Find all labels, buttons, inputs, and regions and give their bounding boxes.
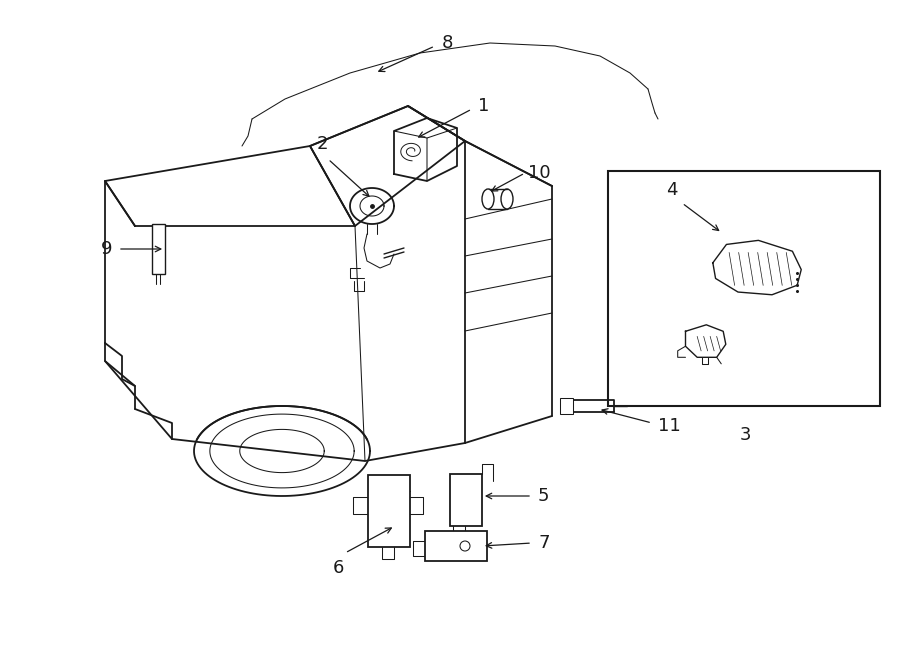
Text: 10: 10: [528, 164, 551, 182]
Bar: [152, 224, 165, 274]
Ellipse shape: [460, 541, 470, 551]
Text: 2: 2: [316, 135, 328, 153]
Text: 7: 7: [538, 534, 550, 552]
Bar: [425, 531, 487, 561]
Text: 1: 1: [478, 97, 490, 115]
Text: 8: 8: [442, 34, 454, 52]
Bar: [368, 475, 410, 547]
Text: 3: 3: [739, 426, 751, 444]
Bar: [608, 171, 880, 406]
Ellipse shape: [482, 189, 494, 209]
Text: 5: 5: [538, 487, 550, 505]
Bar: [560, 398, 573, 414]
Text: 4: 4: [666, 181, 678, 199]
Text: 6: 6: [332, 559, 344, 577]
Bar: [450, 474, 482, 526]
Text: 9: 9: [101, 240, 112, 258]
Text: 11: 11: [658, 417, 680, 435]
Ellipse shape: [501, 189, 513, 209]
